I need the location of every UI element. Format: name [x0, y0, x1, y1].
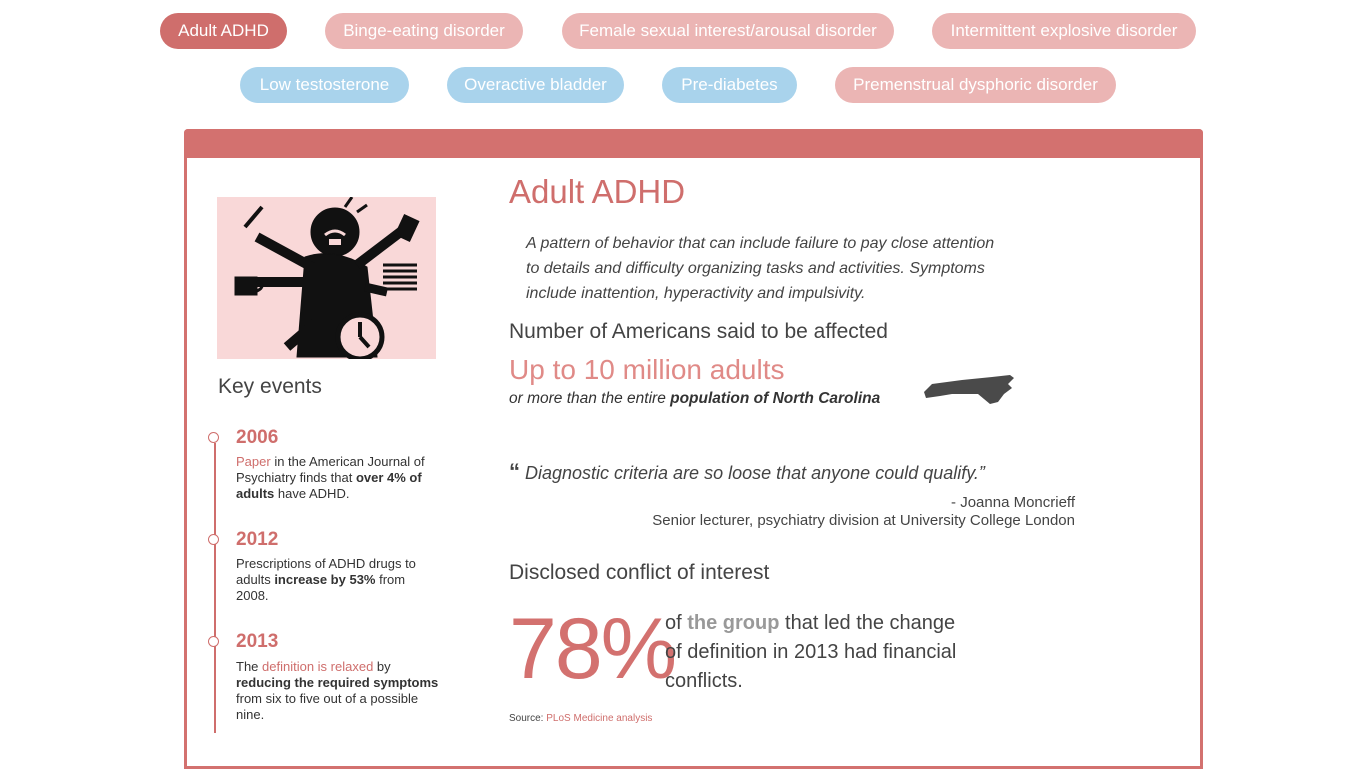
source: Source: PLoS Medicine analysis	[509, 713, 653, 724]
north-carolina-map-icon	[922, 372, 1014, 408]
tab-female-sexual-interest[interactable]: Female sexual interest/arousal disorder	[562, 13, 894, 49]
conflict-heading: Disclosed conflict of interest	[509, 561, 770, 584]
event-year: 2006	[236, 427, 279, 448]
conflict-text: of the group that led the change of defi…	[665, 612, 957, 692]
affected-heading: Number of Americans said to be affected	[509, 320, 888, 343]
quote: “ Diagnostic criteria are so loose that …	[509, 459, 985, 484]
condition-description: A pattern of behavior that can include f…	[526, 235, 995, 302]
timeline-marker	[208, 534, 219, 545]
multitasking-person-icon	[217, 197, 436, 359]
event-link[interactable]: Paper	[236, 454, 271, 469]
event-description: The definition is relaxed by reducing th…	[236, 659, 439, 722]
event-description: Prescriptions of ADHD drugs to adults in…	[236, 556, 416, 603]
event-year: 2013	[236, 631, 279, 652]
tab-pre-diabetes[interactable]: Pre-diabetes	[662, 67, 797, 103]
quote-mark: “	[509, 459, 520, 484]
key-events-title: Key events	[218, 375, 322, 398]
affected-comparison: or more than the entire population of No…	[509, 390, 881, 407]
conflict-percent: 78%	[509, 601, 677, 697]
quote-author: - Joanna Moncrieff	[951, 494, 1075, 511]
affected-number: Up to 10 million adults	[509, 354, 785, 385]
timeline-marker	[208, 636, 219, 647]
quote-role: Senior lecturer, psychiatry division at …	[652, 512, 1075, 529]
event-link[interactable]: definition is relaxed	[262, 659, 374, 674]
tab-low-testosterone[interactable]: Low testosterone	[240, 67, 409, 103]
tab-adult-adhd[interactable]: Adult ADHD	[160, 13, 287, 49]
card-header-bar	[184, 129, 1203, 158]
page-title: Adult ADHD	[509, 173, 686, 210]
event-year: 2012	[236, 529, 279, 550]
tab-overactive-bladder[interactable]: Overactive bladder	[447, 67, 624, 103]
timeline-marker	[208, 432, 219, 443]
tab-premenstrual-dysphoric-disorder[interactable]: Premenstrual dysphoric disorder	[835, 67, 1116, 103]
event-description: Paper in the American Journal of Psychia…	[236, 454, 425, 501]
tab-binge-eating-disorder[interactable]: Binge-eating disorder	[325, 13, 523, 49]
source-link[interactable]: PLoS Medicine analysis	[546, 713, 653, 724]
timeline-line	[214, 443, 216, 733]
tab-intermittent-explosive-disorder[interactable]: Intermittent explosive disorder	[932, 13, 1196, 49]
